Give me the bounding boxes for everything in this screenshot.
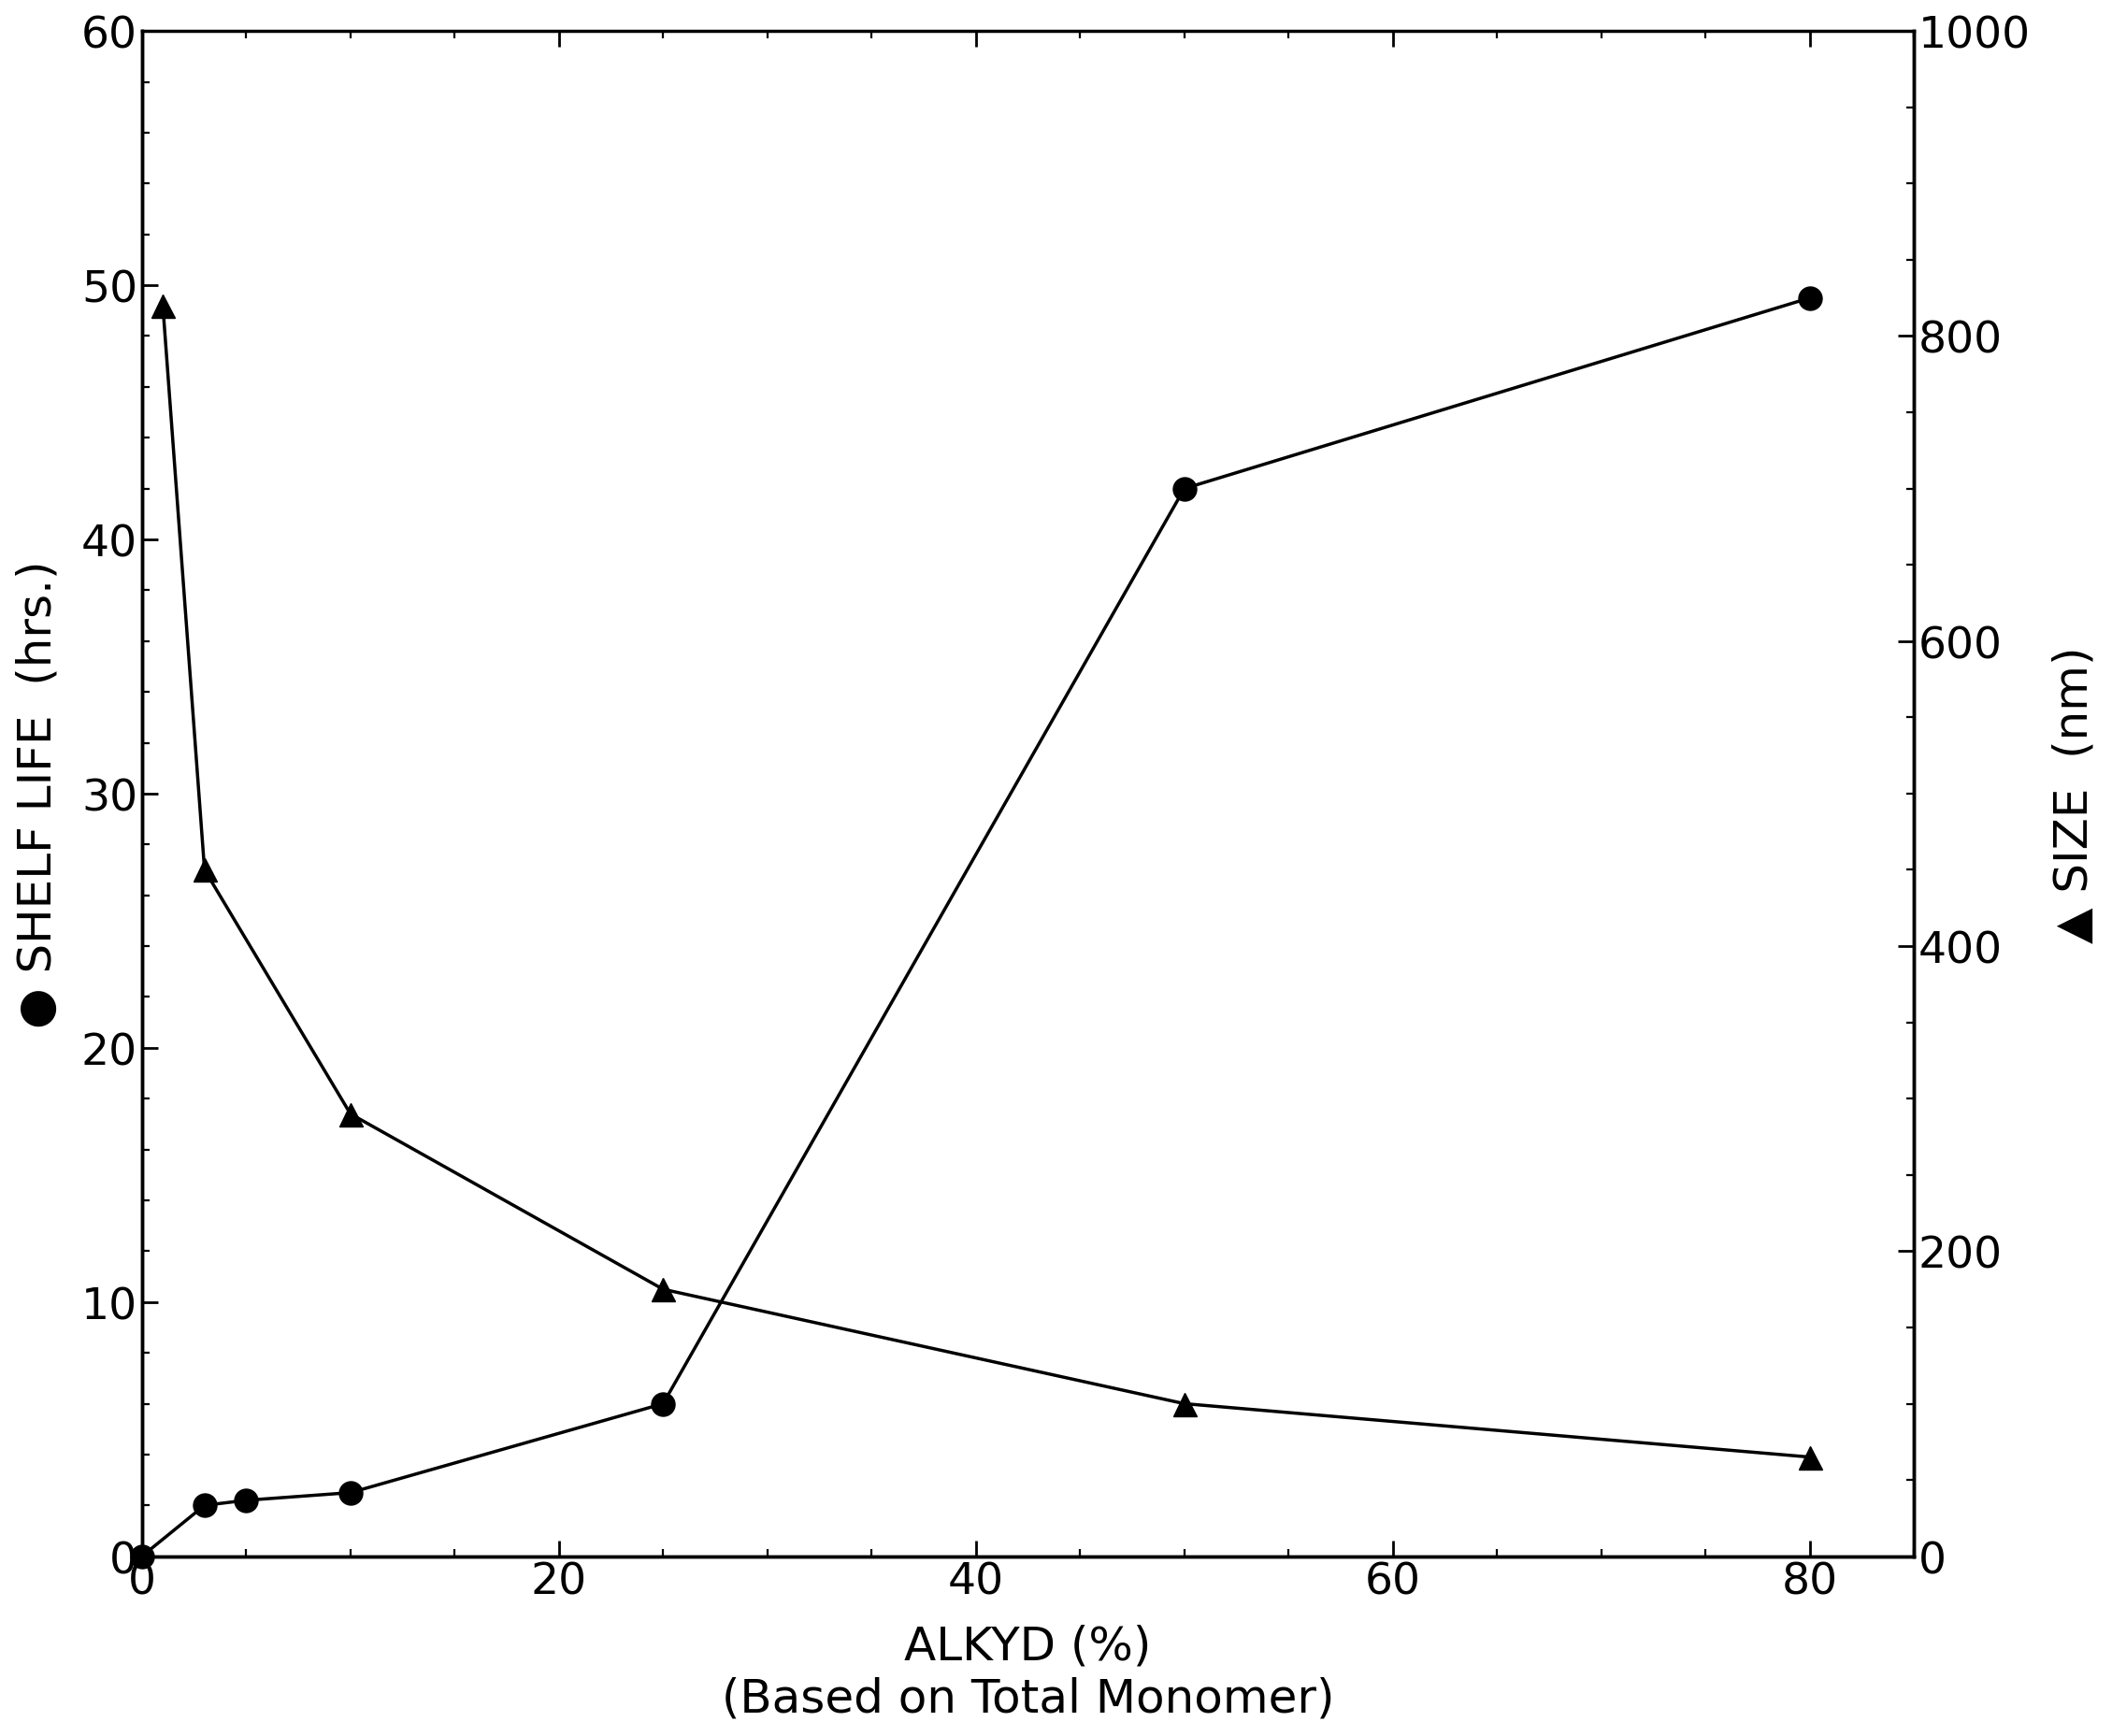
Y-axis label: ● SHELF LIFE  (hrs.): ● SHELF LIFE (hrs.) [15,561,61,1028]
X-axis label: ALKYD (%)
(Based on Total Monomer): ALKYD (%) (Based on Total Monomer) [722,1623,1335,1720]
Y-axis label: ▲ SIZE  (nm): ▲ SIZE (nm) [2051,646,2097,943]
